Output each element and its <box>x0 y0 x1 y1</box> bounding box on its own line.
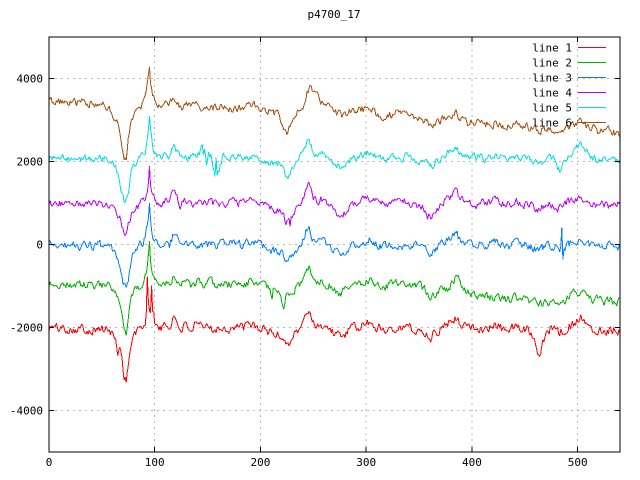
legend-label: line 1 <box>532 42 572 55</box>
legend-label: line 2 <box>532 57 572 70</box>
legend-label: line 4 <box>532 87 572 100</box>
x-tick-label: 200 <box>251 456 271 469</box>
y-tick-label: 0 <box>36 239 43 252</box>
chart-title: p4700_17 <box>308 8 361 21</box>
series-line-3 <box>48 203 621 288</box>
series-line-1 <box>48 276 621 383</box>
y-tick-label: 4000 <box>17 73 44 86</box>
y-tick-label: -4000 <box>10 405 43 418</box>
legend-label: line 5 <box>532 102 572 115</box>
x-tick-label: 300 <box>356 456 376 469</box>
y-tick-label: 2000 <box>17 156 44 169</box>
x-tick-label: 400 <box>462 456 482 469</box>
series-line-6 <box>48 66 621 161</box>
y-tick-label: -2000 <box>10 322 43 335</box>
legend-label: line 6 <box>532 117 572 130</box>
series-line-4 <box>48 165 621 236</box>
x-tick-label: 500 <box>568 456 588 469</box>
series-line-5 <box>48 115 621 204</box>
legend-label: line 3 <box>532 72 572 85</box>
x-tick-label: 100 <box>145 456 165 469</box>
x-tick-label: 0 <box>46 456 53 469</box>
series-line-2 <box>48 240 621 336</box>
